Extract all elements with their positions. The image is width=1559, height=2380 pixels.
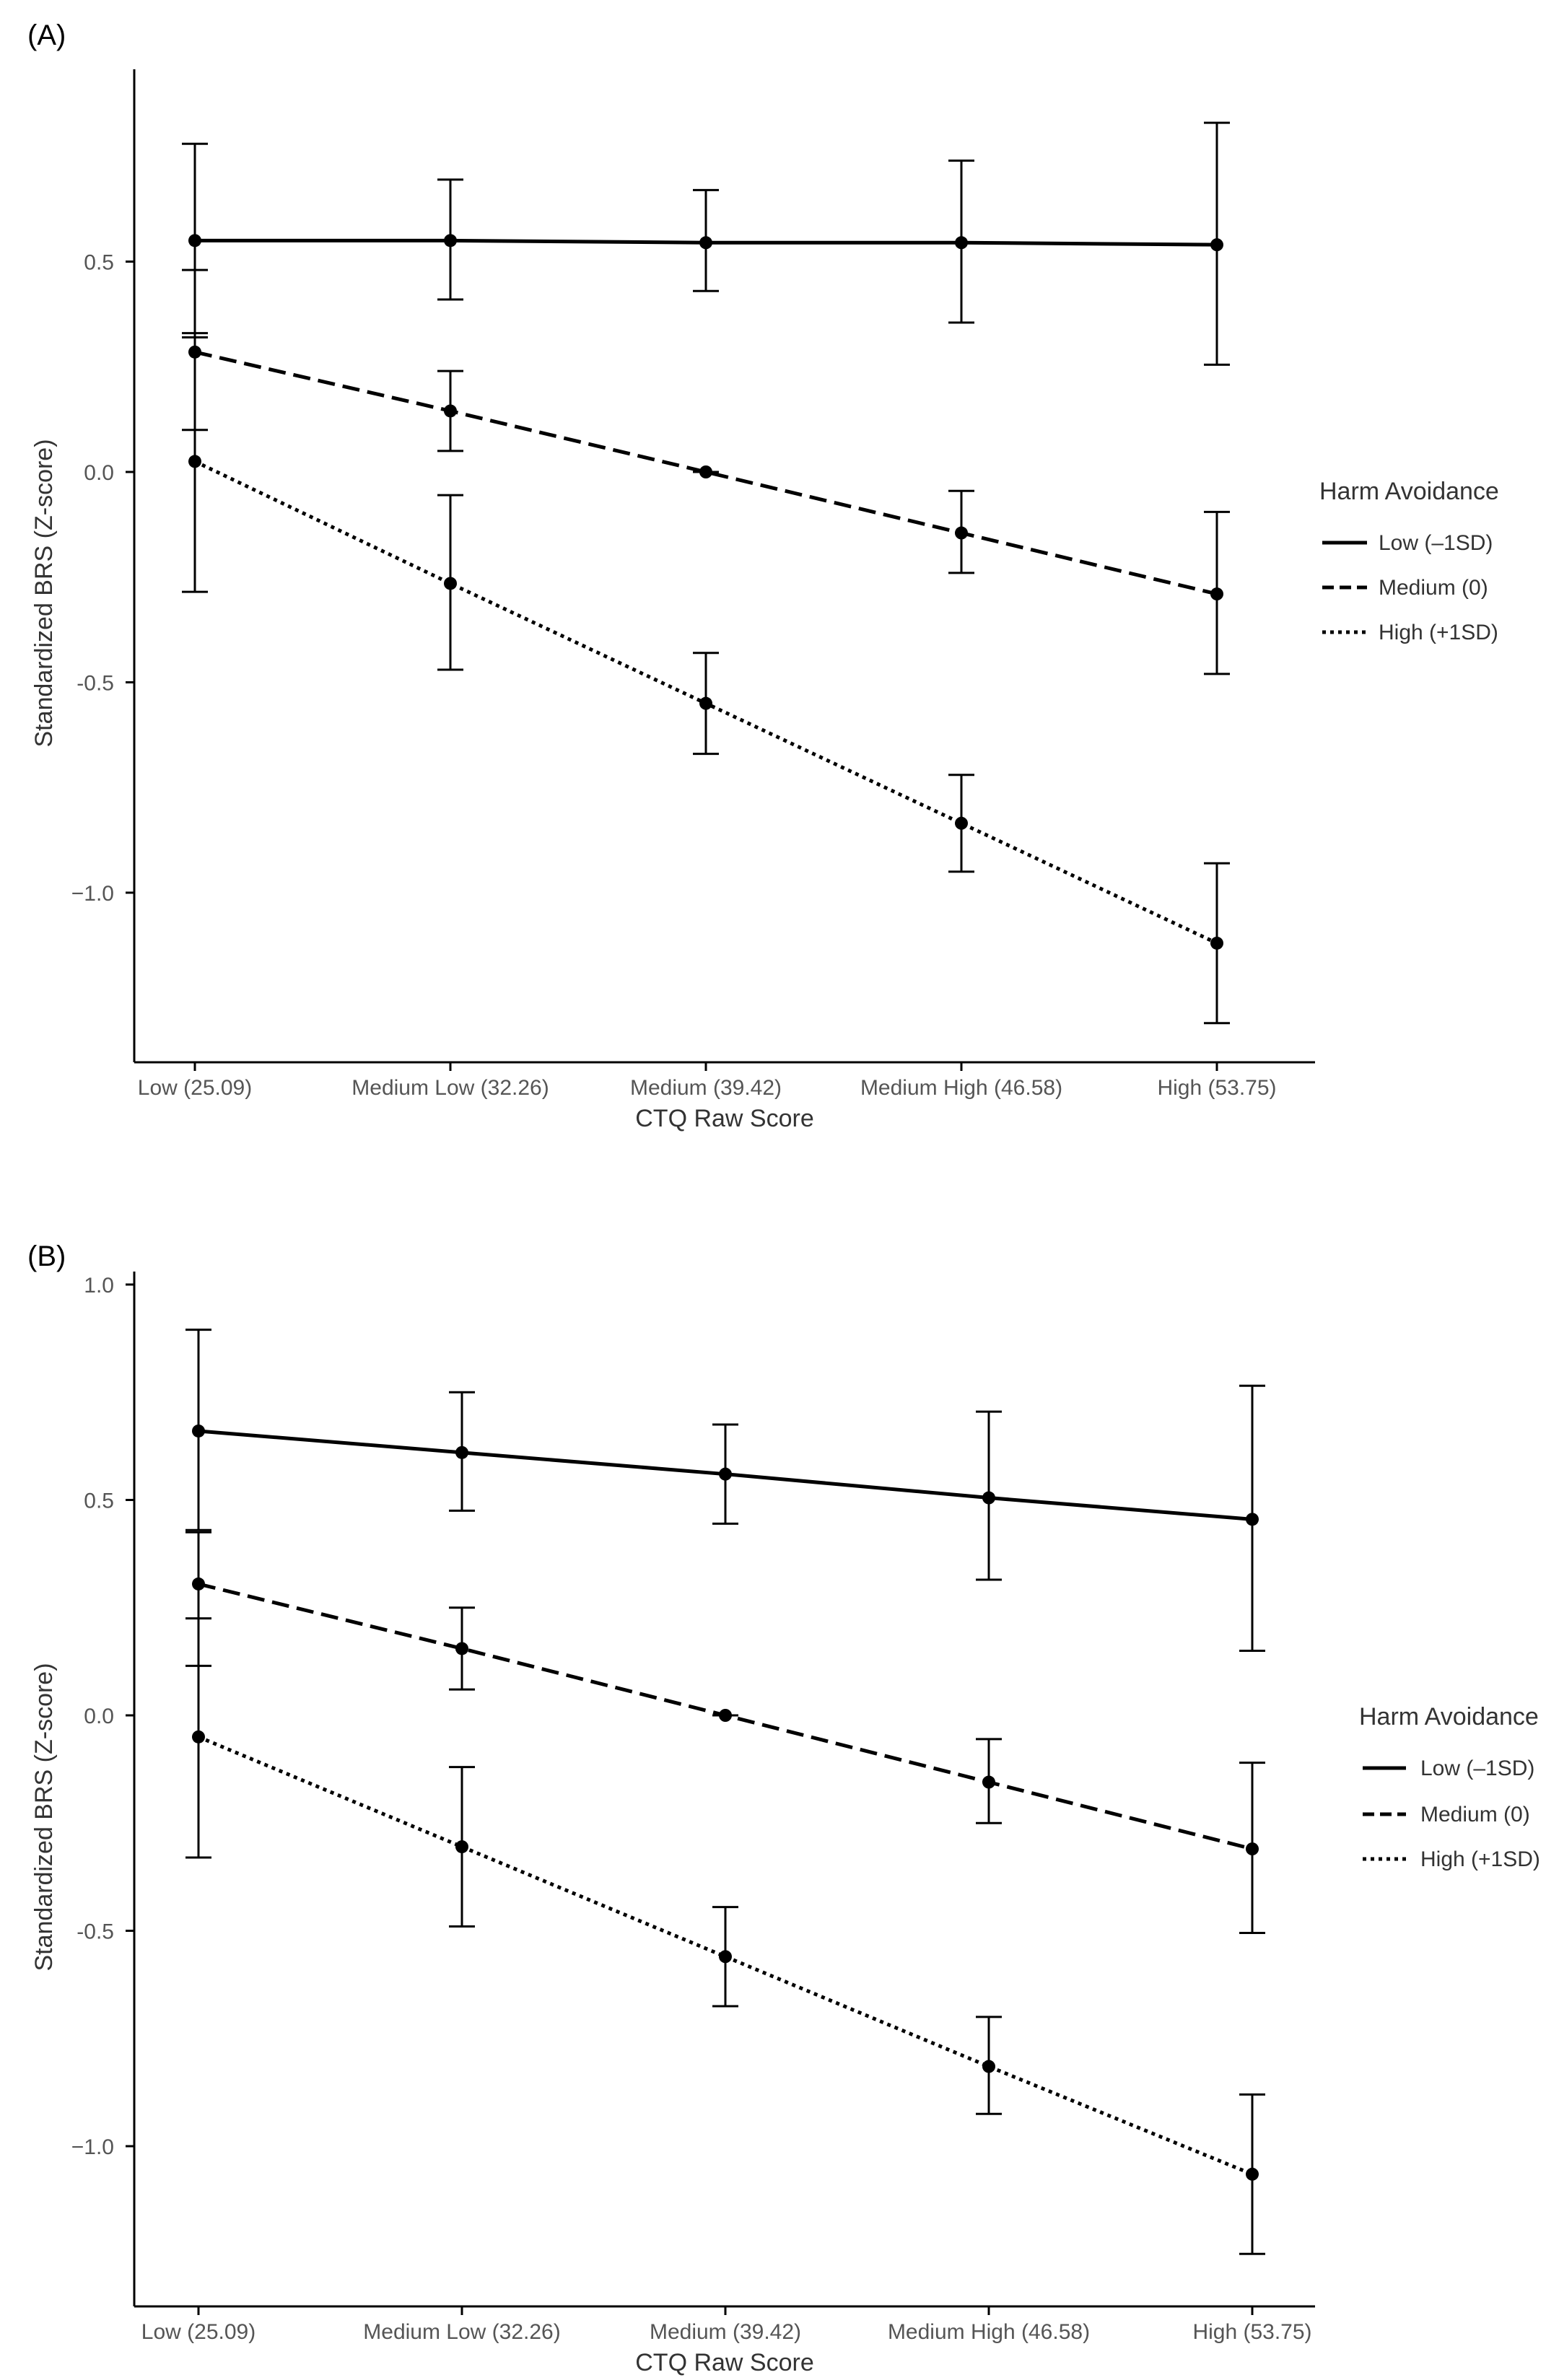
y-tick-label: 0.0 — [84, 461, 114, 485]
panel-b: (B) 1.0 0.5 0.0 -0.5 −1.0 Low (25.09) Medium Lo… — [27, 1241, 1540, 2376]
data-point — [699, 696, 712, 710]
legend-title: Harm Avoidance — [1359, 1703, 1539, 1731]
data-point — [1246, 1513, 1259, 1526]
data-point — [982, 1491, 995, 1505]
data-point — [188, 234, 201, 248]
series-solid — [185, 1329, 1265, 1652]
x-axis-title: CTQ Raw Score — [635, 2349, 814, 2376]
y-tick-label: −1.0 — [71, 882, 114, 906]
data-point — [719, 1950, 732, 1964]
data-point — [192, 1577, 205, 1591]
series-dashed — [185, 1531, 1265, 1934]
y-tick-label: −1.0 — [71, 2135, 114, 2159]
x-tick-label: High (53.75) — [1157, 1076, 1276, 1100]
data-point — [188, 455, 201, 468]
data-point — [455, 1445, 468, 1459]
data-point — [455, 1840, 468, 1854]
data-point — [699, 465, 712, 478]
data-point — [192, 1424, 205, 1438]
x-tick-label: Medium (39.42) — [650, 2320, 801, 2344]
data-point — [1246, 1842, 1259, 1856]
data-point — [455, 1642, 468, 1655]
y-axis-title: Standardized BRS (Z-score) — [30, 439, 58, 747]
x-tick-label: Low (25.09) — [141, 2320, 256, 2344]
legend: Harm Avoidance Low (–1SD) Medium (0) High (… — [1319, 478, 1499, 644]
panel-label: (A) — [27, 19, 66, 51]
x-tick-label: Medium High (46.58) — [860, 1076, 1062, 1100]
panel-label: (B) — [27, 1241, 66, 1272]
legend-label: Medium (0) — [1420, 1803, 1530, 1826]
x-tick-label: Medium (39.42) — [630, 1076, 782, 1100]
data-point — [1210, 936, 1223, 950]
legend-label: Medium (0) — [1379, 576, 1488, 600]
data-point — [982, 2060, 995, 2073]
series-dashed — [182, 268, 1230, 675]
series-line — [194, 350, 1218, 596]
y-tick-label: 1.0 — [84, 1274, 114, 1298]
legend-label: Low (–1SD) — [1379, 531, 1493, 555]
data-point — [699, 236, 712, 250]
data-point — [955, 816, 968, 830]
data-point — [192, 1730, 205, 1744]
y-tick-label: -0.5 — [77, 672, 114, 696]
y-tick-label: 0.0 — [84, 1705, 114, 1728]
data-point — [719, 1709, 732, 1722]
data-point — [1210, 238, 1223, 252]
data-point — [955, 236, 968, 250]
series-dotted — [185, 1617, 1265, 2255]
series-solid — [182, 121, 1230, 366]
data-point — [955, 526, 968, 540]
legend: Harm Avoidance Low (–1SD) Medium (0) High (… — [1359, 1703, 1540, 1871]
x-tick-label: Medium Low (32.26) — [363, 2320, 560, 2344]
series-dotted — [182, 332, 1230, 1025]
legend-label: Low (–1SD) — [1420, 1756, 1534, 1780]
legend-title: Harm Avoidance — [1319, 478, 1499, 505]
x-tick-label: Low (25.09) — [138, 1076, 252, 1100]
y-tick-label: -0.5 — [77, 1920, 114, 1944]
x-axis-title: CTQ Raw Score — [635, 1105, 814, 1132]
data-point — [444, 404, 457, 418]
data-point — [444, 234, 457, 248]
data-point — [982, 1775, 995, 1789]
x-tick-label: Medium Low (32.26) — [351, 1076, 549, 1100]
x-tick-label: High (53.75) — [1192, 2320, 1311, 2344]
legend-label: High (+1SD) — [1420, 1847, 1540, 1871]
data-point — [719, 1467, 732, 1481]
legend-label: High (+1SD) — [1379, 621, 1498, 644]
x-tick-label: Medium High (46.58) — [888, 2320, 1090, 2344]
y-tick-label: 0.5 — [84, 1489, 114, 1513]
data-point — [1210, 587, 1223, 601]
panel-a: (A) 0.5 0.0 -0.5 −1.0 Low (25.09) Medium Low (… — [27, 19, 1499, 1132]
y-tick-label: 0.5 — [84, 251, 114, 275]
data-point — [444, 577, 457, 590]
y-axis-title: Standardized BRS (Z-score) — [30, 1663, 58, 1971]
data-point — [1246, 2167, 1259, 2181]
